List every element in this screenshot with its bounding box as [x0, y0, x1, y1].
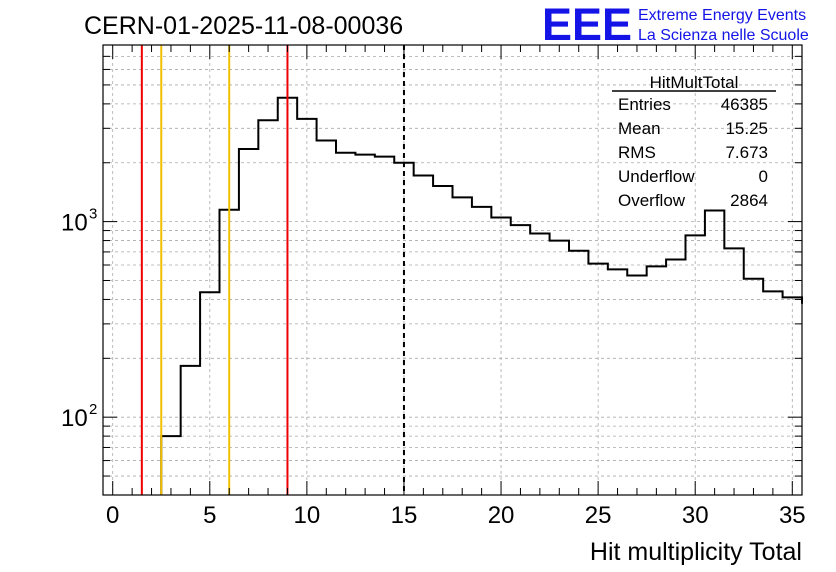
stats-row-label: RMS	[618, 143, 656, 162]
histogram-outline	[160, 96, 803, 495]
stats-box-title: HitMultTotal	[650, 73, 739, 92]
histogram-bin	[491, 217, 510, 495]
stats-row-value: 7.673	[725, 143, 768, 162]
x-tick-label: 25	[585, 502, 612, 529]
histogram-bin	[181, 366, 200, 495]
histogram-bin	[472, 207, 491, 495]
y-tick-label: 10	[61, 210, 88, 237]
stats-row-label: Underflow	[618, 167, 695, 186]
stats-row-value: 2864	[730, 191, 768, 210]
histogram-bin	[258, 120, 277, 495]
histogram-bin	[317, 140, 336, 495]
x-axis-label: Hit multiplicity Total	[590, 538, 802, 566]
histogram-bin	[763, 291, 782, 495]
histogram-bin	[200, 292, 219, 495]
x-tick-label: 15	[391, 502, 418, 529]
histogram-bin	[511, 225, 530, 495]
stats-row-label: Entries	[618, 95, 671, 114]
x-tick-label: 0	[106, 502, 119, 529]
stats-row-value: 46385	[721, 95, 768, 114]
histogram-bin	[744, 279, 763, 495]
histogram-bin	[161, 436, 180, 495]
histogram-bin	[705, 210, 724, 495]
stats-box: HitMultTotal Entries 46385 Mean 15.25 RMS 7.6…	[612, 73, 776, 210]
histogram-bin	[724, 248, 743, 495]
histogram-bin	[666, 260, 685, 495]
x-tick-label: 5	[203, 502, 216, 529]
run-title: CERN-01-2025-11-08-00036	[84, 12, 403, 40]
histogram-bin	[453, 197, 472, 495]
histogram-bin	[783, 297, 802, 495]
x-tick-label: 20	[488, 502, 515, 529]
eee-logo: EEE Extreme Energy Events La Scienza nel…	[542, 0, 809, 50]
histogram-bin	[433, 186, 452, 495]
eee-logo-letters: EEE	[542, 0, 632, 50]
x-tick-label: 10	[294, 502, 321, 529]
grid-lines	[103, 44, 802, 496]
histogram-bin	[355, 155, 374, 495]
x-tick-label: 30	[682, 502, 709, 529]
stats-row-value: 15.25	[725, 119, 768, 138]
stats-row-label: Overflow	[618, 191, 686, 210]
histogram-bin	[608, 269, 627, 495]
y-tick-exponent: 2	[89, 401, 97, 418]
stats-row-value: 0	[759, 167, 768, 186]
histogram-bin	[336, 153, 355, 495]
threshold-lines	[140, 45, 405, 495]
histogram-bin	[375, 157, 394, 495]
histogram-bin	[647, 266, 666, 495]
stats-row-label: Mean	[618, 119, 661, 138]
x-tick-label: 35	[779, 502, 806, 529]
histogram-bin	[530, 233, 549, 495]
y-tick-exponent: 3	[89, 206, 97, 223]
eee-logo-line1: Extreme Energy Events	[638, 7, 806, 24]
histogram-bin	[569, 251, 588, 495]
histogram-bin	[414, 176, 433, 495]
histogram-bin	[588, 264, 607, 495]
histogram-bin	[627, 276, 646, 495]
eee-logo-line2: La Scienza nelle Scuole	[638, 27, 809, 44]
histogram-bin	[239, 149, 258, 495]
plot-frame	[102, 44, 803, 496]
y-tick-label: 10	[61, 405, 88, 432]
histogram-bin	[297, 119, 316, 495]
histogram-bin	[686, 235, 705, 495]
histogram-bars	[160, 96, 803, 495]
histogram-bin	[550, 241, 569, 495]
